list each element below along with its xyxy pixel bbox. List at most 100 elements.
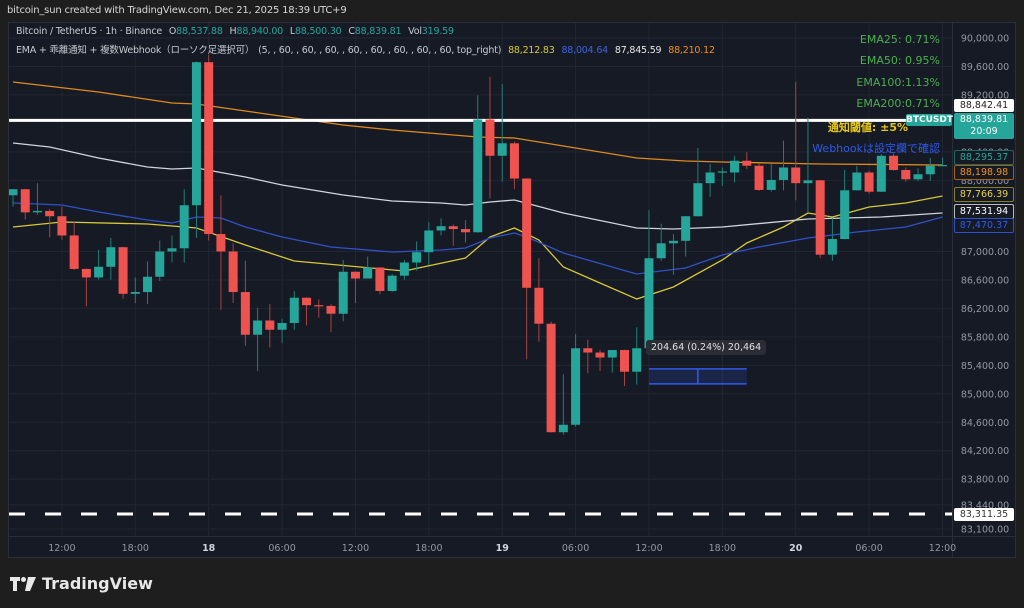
- candle-down: [509, 141, 519, 190]
- y-tick-label: 89,200.00: [961, 90, 1009, 101]
- candle-up: [558, 374, 568, 435]
- candle-down: [326, 304, 336, 333]
- candle-body: [546, 323, 556, 433]
- ema-orange-price-label: 88,198.98: [954, 165, 1014, 180]
- indicator-name[interactable]: EMA + 乖離通知 + 複数Webhook（ローソク足選択可）: [16, 45, 255, 56]
- candle-body: [94, 266, 104, 278]
- y-tick-label: 85,000.00: [961, 389, 1009, 400]
- tradingview-brand: TradingView: [42, 574, 153, 593]
- candle-body: [461, 229, 471, 233]
- indicator-value-blue: 88,004.64: [561, 45, 609, 56]
- candle-body: [399, 262, 409, 276]
- ema100-deviation: EMA100:1.13%: [856, 76, 940, 89]
- y-tick-label: 86,200.00: [961, 304, 1009, 315]
- candle-up: [106, 237, 116, 280]
- candle-down: [216, 195, 226, 310]
- y-tick-label: 84,200.00: [961, 446, 1009, 457]
- y-tick-label: 84,600.00: [961, 418, 1009, 429]
- candle-up: [925, 157, 935, 182]
- candle-body: [289, 297, 299, 323]
- plot-area[interactable]: [9, 23, 953, 536]
- ema-line: [12, 81, 943, 166]
- candle-up: [179, 189, 189, 263]
- candle-body: [815, 180, 825, 255]
- symbol-title[interactable]: Bitcoin / TetherUS · 1h · Binance: [16, 26, 163, 37]
- candle-down: [461, 220, 471, 243]
- indicator-value-yellow: 88,212.83: [508, 45, 555, 56]
- candle-up: [827, 218, 837, 261]
- chart-panel[interactable]: [8, 22, 1016, 558]
- candle-body: [668, 240, 678, 244]
- candle-up: [191, 61, 201, 238]
- candle-body: [167, 248, 177, 252]
- candle-down: [620, 349, 629, 386]
- candle-down: [302, 297, 312, 326]
- candle-body: [632, 348, 642, 372]
- candle-body: [179, 205, 189, 249]
- candle-up: [473, 95, 483, 233]
- candle-body: [412, 252, 422, 263]
- candle-down: [546, 321, 556, 433]
- candle-up: [656, 223, 666, 261]
- candle-up: [571, 334, 581, 427]
- x-tick-label: 18:00: [122, 543, 149, 554]
- candle-body: [901, 170, 911, 180]
- y-tick-label: 83,100.00: [961, 525, 1009, 536]
- x-tick-label: 20: [789, 543, 803, 554]
- tradingview-logo[interactable]: TradingView: [10, 574, 153, 593]
- candle-body: [363, 267, 373, 279]
- candle-body: [448, 226, 458, 230]
- x-tick-label: 12:00: [48, 543, 75, 554]
- candle-body: [57, 216, 67, 236]
- candle-down: [522, 178, 532, 360]
- tradingview-logo-icon: [10, 576, 36, 591]
- high-label: H: [229, 26, 237, 37]
- candle-body: [791, 167, 801, 184]
- candle-body: [118, 247, 128, 294]
- symbol-tag: BTCUSDT: [906, 114, 954, 126]
- candle-body: [45, 210, 55, 217]
- candle-up: [913, 168, 923, 182]
- candle-up: [277, 318, 287, 344]
- candle-up: [937, 157, 947, 167]
- candle-body: [827, 239, 837, 255]
- measure-box[interactable]: [648, 368, 747, 385]
- candle-up: [632, 327, 642, 385]
- indicator-value-white: 87,845.59: [614, 45, 662, 56]
- x-tick-label: 18:00: [415, 543, 442, 554]
- x-tick-label: 06:00: [268, 543, 295, 554]
- last-price-label: 88,839.81 20:09: [954, 113, 1014, 139]
- candle-down: [350, 271, 360, 304]
- candle-up: [32, 183, 42, 215]
- ema25-deviation: EMA25: 0.71%: [859, 33, 940, 46]
- candle-body: [742, 160, 752, 166]
- candle-up: [363, 256, 373, 279]
- candle-body: [130, 292, 140, 294]
- candle-body: [595, 352, 605, 358]
- ema-line: [12, 142, 943, 230]
- candle-down: [228, 243, 238, 304]
- candle-up: [412, 241, 422, 271]
- candle-body: [106, 247, 116, 267]
- candle-body: [937, 165, 947, 167]
- candle-down: [81, 268, 91, 307]
- candle-body: [607, 350, 617, 358]
- candle-body: [375, 267, 385, 291]
- candle-up: [803, 117, 813, 213]
- candle-down: [57, 206, 67, 240]
- candle-body: [436, 226, 446, 231]
- candle-body: [277, 322, 287, 330]
- measure-tooltip: 204.64 (0.24%) 20,464: [646, 340, 767, 355]
- watermark-text: bitcoin_sun created with TradingView.com…: [7, 5, 347, 16]
- candle-body: [852, 172, 862, 191]
- candle-body: [143, 276, 153, 293]
- candle-up: [94, 249, 104, 280]
- candle-down: [742, 152, 752, 169]
- x-tick-label: 06:00: [562, 543, 589, 554]
- low-label: L: [289, 26, 295, 37]
- alert-line-price-label: 88,842.41: [954, 99, 1014, 112]
- candle-down: [240, 260, 250, 346]
- candle-down: [314, 299, 324, 318]
- candle-body: [571, 348, 581, 425]
